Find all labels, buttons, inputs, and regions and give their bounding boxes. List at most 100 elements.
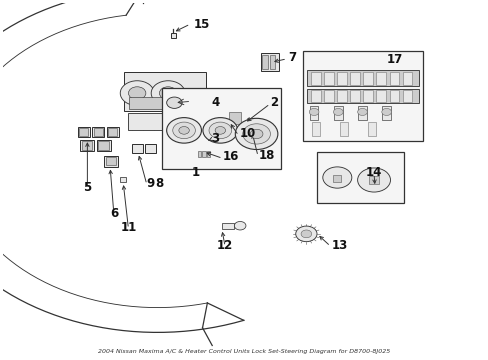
Bar — [302, 51, 423, 141]
Text: 5: 5 — [83, 181, 91, 194]
Circle shape — [159, 87, 177, 100]
Bar — [246, 118, 259, 130]
Bar — [316, 152, 403, 203]
Bar — [80, 140, 94, 151]
Text: 10: 10 — [239, 127, 255, 140]
Bar — [92, 127, 104, 138]
Bar — [145, 144, 156, 153]
Bar — [337, 90, 346, 102]
Circle shape — [381, 108, 391, 116]
Bar — [108, 128, 117, 136]
Bar — [324, 90, 333, 102]
Bar — [376, 72, 386, 85]
Bar — [162, 88, 280, 169]
Bar — [402, 72, 411, 85]
Text: 16: 16 — [223, 150, 239, 163]
Bar — [97, 140, 110, 151]
Bar — [106, 127, 119, 138]
Bar — [382, 105, 390, 120]
Circle shape — [250, 129, 263, 139]
Bar — [389, 90, 398, 102]
Bar — [357, 105, 366, 120]
Bar — [104, 156, 118, 167]
Bar — [333, 175, 341, 182]
Bar — [350, 90, 359, 102]
Text: 4: 4 — [211, 96, 220, 109]
Text: 3: 3 — [211, 132, 219, 145]
Bar — [98, 141, 109, 150]
Circle shape — [172, 122, 195, 139]
Circle shape — [308, 108, 318, 116]
Bar — [128, 113, 201, 130]
Bar — [367, 122, 375, 136]
Bar — [78, 127, 90, 138]
Circle shape — [322, 167, 351, 188]
Text: 18: 18 — [259, 149, 275, 162]
Bar — [307, 70, 418, 86]
Bar — [261, 53, 279, 71]
Bar — [368, 176, 378, 184]
Circle shape — [235, 118, 277, 149]
Circle shape — [208, 122, 231, 139]
Bar — [79, 128, 88, 136]
Circle shape — [242, 124, 270, 144]
Bar — [363, 90, 372, 102]
Circle shape — [301, 230, 311, 238]
Bar — [350, 72, 359, 85]
Bar — [310, 90, 320, 102]
Bar — [222, 222, 233, 229]
Bar — [206, 151, 210, 157]
Circle shape — [357, 108, 366, 116]
Bar — [376, 90, 386, 102]
Circle shape — [357, 168, 390, 192]
Bar — [120, 177, 126, 182]
Text: 11: 11 — [120, 221, 136, 234]
Bar — [228, 112, 240, 124]
Bar — [227, 111, 242, 125]
Circle shape — [166, 97, 182, 108]
Bar — [324, 72, 333, 85]
Bar — [81, 141, 92, 150]
Bar — [132, 144, 142, 153]
Bar — [333, 105, 342, 120]
Bar — [197, 151, 201, 157]
Text: 13: 13 — [331, 239, 347, 252]
Bar — [94, 128, 102, 136]
Bar — [202, 151, 205, 157]
Bar — [310, 72, 320, 85]
Circle shape — [333, 108, 343, 116]
Circle shape — [179, 127, 189, 134]
Text: 15: 15 — [193, 18, 210, 31]
Bar — [105, 157, 116, 166]
Bar — [307, 89, 418, 103]
Circle shape — [128, 87, 145, 100]
Circle shape — [203, 118, 237, 143]
Text: 9: 9 — [146, 177, 155, 190]
Bar — [363, 72, 372, 85]
Text: 7: 7 — [287, 51, 296, 64]
Bar — [311, 122, 319, 136]
Bar — [340, 122, 347, 136]
Bar — [337, 72, 346, 85]
Bar — [171, 32, 176, 38]
Bar — [389, 72, 398, 85]
Bar — [309, 105, 318, 120]
Circle shape — [120, 81, 154, 105]
Text: 6: 6 — [110, 207, 118, 220]
Bar — [129, 97, 199, 109]
Circle shape — [215, 127, 225, 134]
Circle shape — [295, 226, 316, 242]
Bar — [123, 72, 205, 111]
Text: 14: 14 — [365, 166, 382, 179]
Bar — [269, 55, 274, 69]
Text: 17: 17 — [386, 53, 402, 66]
Circle shape — [234, 221, 245, 230]
Text: 8: 8 — [155, 177, 163, 190]
Circle shape — [151, 81, 184, 105]
Bar — [262, 55, 267, 69]
Text: 2004 Nissan Maxima A/C & Heater Control Units Lock Set-Steering Diagram for D870: 2004 Nissan Maxima A/C & Heater Control … — [98, 349, 390, 354]
Bar — [196, 143, 209, 151]
Bar — [402, 90, 411, 102]
Circle shape — [166, 118, 201, 143]
Bar — [245, 117, 261, 131]
